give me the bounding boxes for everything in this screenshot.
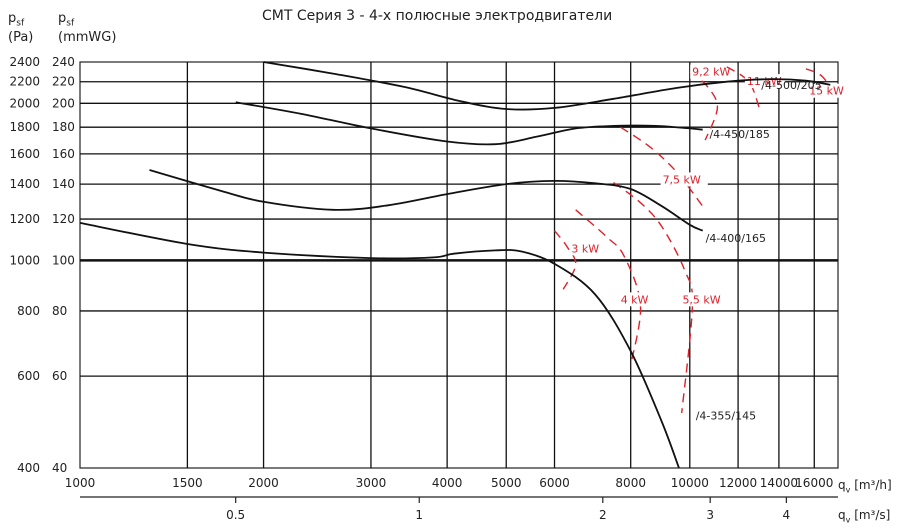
y-axis-label-pa-sub: sf [16, 18, 25, 29]
x-tick-label-m3s: 1 [415, 508, 423, 522]
power-label-bg [744, 74, 785, 89]
power-label: 7,5 kW [663, 173, 701, 186]
fan-curve [79, 222, 680, 469]
power-label-bg [807, 83, 848, 98]
x-axis-label-m3h: qv [m³/h] [838, 478, 892, 494]
y-tick-label-mmwg: 240 [52, 55, 75, 69]
power-line-4kw [575, 209, 642, 366]
y-tick-label-mmwg: 180 [52, 120, 75, 134]
x-tick-label-m3h: 4000 [432, 476, 463, 490]
y-axis-label-pa: psf (Pa) [8, 12, 33, 45]
fan-curve [149, 169, 704, 232]
y-tick-label-pa: 800 [17, 304, 40, 318]
y-tick-label-pa: 1200 [9, 212, 40, 226]
x-axis-label-m3s: qv [m³/s] [838, 508, 890, 524]
power-label: 15 kW [809, 85, 844, 98]
y-tick-label-mmwg: 100 [52, 253, 75, 267]
x-tick-label-m3h: 10000 [671, 476, 709, 490]
power-label-bg [680, 292, 728, 307]
x-tick-label-m3s: 2 [599, 508, 607, 522]
y-axis-label-pa-main: p [8, 11, 17, 26]
y-tick-label-pa: 1600 [9, 147, 40, 161]
x-tick-label-m3h: 8000 [615, 476, 646, 490]
fan-curve [263, 61, 831, 111]
y-tick-label-mmwg: 40 [52, 461, 67, 475]
y-tick-label-mmwg: 220 [52, 75, 75, 89]
y-tick-label-pa: 2400 [9, 55, 40, 69]
x-tick-label-m3h: 1500 [172, 476, 203, 490]
power-label-bg [690, 64, 738, 79]
chart-title: CMT Серия 3 - 4-х полюсные электродвигат… [262, 8, 613, 24]
x-tick-label-m3h: 1000 [65, 476, 96, 490]
power-label-bg [660, 172, 708, 187]
x-tick-label-m3h: 5000 [491, 476, 522, 490]
y-tick-label-mmwg: 160 [52, 147, 75, 161]
y-tick-label-pa: 1800 [9, 120, 40, 134]
y-tick-label-mmwg: 200 [52, 96, 75, 110]
y-axis-label-mmwg-sub: sf [66, 18, 75, 29]
fan-curve [235, 101, 703, 146]
x-axis-label-m3h-sub: v [845, 485, 851, 495]
x-tick-label-m3h: 14000 [760, 476, 798, 490]
power-line-75kw [620, 126, 704, 207]
y-tick-label-mmwg: 60 [52, 369, 67, 383]
y-tick-label-pa: 2000 [9, 96, 40, 110]
x-tick-label-m3h: 6000 [539, 476, 570, 490]
y-axis-label-pa-unit: (Pa) [8, 29, 34, 45]
y-tick-label-pa: 600 [17, 369, 40, 383]
x-tick-label-m3h: 12000 [719, 476, 757, 490]
x-tick-label-m3h: 3000 [356, 476, 387, 490]
y-tick-label-mmwg: 140 [52, 177, 75, 191]
power-label: 9,2 kW [692, 66, 730, 79]
x-axis-label-m3h-unit: [m³/h] [854, 478, 892, 492]
power-label-bg [569, 241, 603, 256]
x-tick-label-m3s: 0.5 [226, 508, 245, 522]
power-line-11kw [726, 66, 760, 109]
fan-curve-label: /4-400/165 [706, 232, 766, 245]
y-axis-label-mmwg-unit: (mmWG) [58, 29, 117, 45]
y-axis-label-mmwg-main: p [58, 11, 67, 26]
y-tick-label-mmwg: 120 [52, 212, 75, 226]
fan-curve-label: /4-355/145 [696, 410, 756, 423]
x-tick-label-m3h: 16000 [795, 476, 833, 490]
x-tick-label-m3h: 2000 [248, 476, 279, 490]
y-tick-label-mmwg: 80 [52, 304, 67, 318]
x-axis-label-m3s-unit: [m³/s] [854, 508, 891, 522]
power-line-3kw [553, 230, 577, 290]
x-tick-label-m3s: 3 [706, 508, 714, 522]
y-tick-label-pa: 400 [17, 461, 40, 475]
plot-frame [79, 61, 839, 469]
power-line-55kw [613, 181, 694, 414]
fan-curve-label: /4-500/205 [761, 79, 821, 92]
x-tick-label-m3s: 4 [783, 508, 791, 522]
power-label: 5,5 kW [682, 293, 720, 306]
x-axis-label-m3s-sub: v [845, 515, 851, 525]
power-label: 4 kW [621, 293, 649, 306]
power-label: 3 kW [571, 242, 599, 255]
x-axis-label-m3s-main: q [838, 508, 846, 522]
power-label-bg [618, 292, 652, 307]
y-tick-label-pa: 1400 [9, 177, 40, 191]
power-line-92kw [689, 71, 719, 141]
y-tick-label-pa: 1000 [9, 253, 40, 267]
y-axis-label-mmwg: psf (mmWG) [58, 12, 116, 45]
y-tick-label-pa: 2200 [9, 75, 40, 89]
x-axis-label-m3h-main: q [838, 478, 846, 492]
fan-curve-label: /4-450/185 [709, 128, 769, 141]
